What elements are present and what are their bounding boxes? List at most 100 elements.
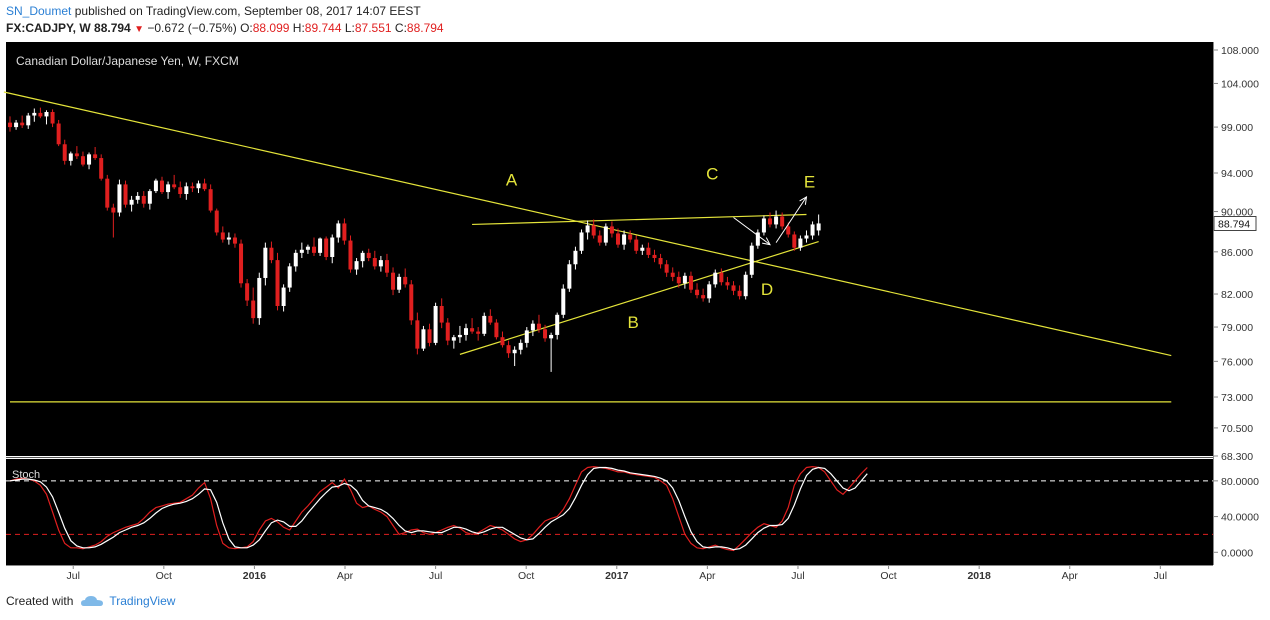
candles — [8, 107, 821, 372]
candle-body — [646, 247, 651, 255]
time-tick-label: 2016 — [243, 570, 267, 582]
candle-body — [391, 272, 396, 290]
candle-body — [567, 264, 572, 289]
tradingview-link[interactable]: TradingView — [109, 594, 176, 608]
candle-body — [184, 186, 189, 194]
price-tick-label: 108.000 — [1221, 45, 1259, 57]
candle-body — [445, 322, 450, 341]
candle-body — [427, 329, 432, 343]
candle-body — [761, 218, 766, 233]
chart-header: SN_Doumet published on TradingView.com, … — [6, 3, 444, 38]
candle-body — [160, 180, 164, 193]
candle-body — [26, 115, 31, 126]
price-axis[interactable]: 108.000 104.000 99.000 94.000 90.000 86.000 82… — [1213, 42, 1259, 565]
candle-body — [518, 342, 523, 350]
time-axis[interactable]: Jul Oct 2016 Apr Jul Oct 2017 Apr Jul Oct 2018 Apr J… — [6, 565, 1213, 582]
arrow-line[interactable] — [775, 196, 807, 243]
candle-body — [488, 315, 493, 323]
arrow-line[interactable] — [733, 217, 771, 246]
candle-body — [561, 288, 566, 315]
close-label: C: — [394, 21, 407, 35]
ohlc-line: FX:CADJPY, W 88.794 ▼ −0.672 (−0.75%) O:… — [6, 20, 444, 38]
candle-body — [731, 285, 736, 291]
candle-body — [597, 235, 602, 243]
candle-body — [318, 238, 323, 253]
candle-body — [123, 184, 128, 205]
candle-body — [695, 289, 700, 296]
candle-body — [530, 323, 535, 331]
candle-body — [609, 226, 614, 234]
wave-label: C — [706, 165, 718, 184]
candle-body — [707, 284, 712, 299]
candle-body — [14, 122, 19, 128]
candle-body — [275, 260, 280, 306]
candle-body — [451, 337, 456, 341]
candle-body — [725, 282, 730, 286]
candle-body — [585, 225, 590, 233]
candle-body — [111, 207, 116, 213]
candle-body — [202, 183, 207, 190]
author-link[interactable]: SN_Doumet — [6, 4, 72, 18]
price-tick-label: 82.000 — [1221, 289, 1253, 301]
chart-title: Canadian Dollar/Japanese Yen, W, FXCM — [16, 54, 239, 68]
candle-body — [792, 234, 797, 248]
candle-body — [141, 195, 146, 204]
time-tick-label: 2017 — [605, 570, 629, 582]
open-label: O: — [240, 21, 253, 35]
time-tick-label: Apr — [337, 570, 354, 582]
candle-body — [99, 158, 104, 179]
candle-body — [38, 112, 43, 117]
candle-body — [56, 123, 61, 145]
candle-body — [269, 247, 274, 261]
candle-body — [409, 284, 414, 321]
candle-body — [378, 260, 383, 267]
publish-line: SN_Doumet published on TradingView.com, … — [6, 3, 444, 20]
candle-body — [312, 246, 316, 253]
candle-body — [74, 153, 79, 157]
price-tick-label: 73.000 — [1221, 392, 1253, 404]
candle-body — [555, 314, 560, 335]
tradingview-cloud-icon — [81, 596, 104, 606]
trendline[interactable] — [472, 213, 807, 226]
candle-body — [330, 237, 335, 257]
stoch-pane-background — [6, 459, 1213, 565]
candle-body — [688, 275, 693, 290]
candle-body — [433, 305, 438, 343]
candle-body — [178, 187, 183, 194]
candle-body — [579, 232, 584, 251]
candle-body — [403, 276, 408, 285]
candle-body — [743, 274, 748, 297]
candle-body — [232, 237, 237, 244]
candle-body — [415, 320, 420, 349]
trendline[interactable] — [459, 241, 819, 355]
candle-body — [816, 223, 821, 231]
candle-body — [336, 223, 341, 238]
candle-body — [476, 331, 481, 334]
candle-body — [360, 252, 365, 262]
symbol-label: FX:CADJPY, W — [6, 21, 91, 35]
stoch-tick-label: 40.0000 — [1221, 512, 1259, 524]
candle-body — [768, 218, 772, 225]
candle-body — [634, 239, 639, 251]
candle-body — [342, 223, 347, 241]
time-tick-label: Jul — [67, 570, 80, 582]
trendlines — [3, 91, 1172, 403]
candle-body — [682, 275, 687, 284]
candle-body — [603, 226, 608, 243]
last-price-tag-label: 88.794 — [1218, 218, 1250, 230]
time-tick-label: 2018 — [967, 570, 991, 582]
wave-label: A — [506, 170, 518, 189]
candle-body — [44, 112, 49, 117]
stoch-d-line — [9, 466, 868, 551]
candle-body — [719, 272, 724, 283]
candle-body — [293, 252, 298, 267]
candle-body — [324, 238, 329, 257]
candle-body — [616, 233, 620, 245]
candle-body — [281, 287, 286, 306]
candle-body — [664, 264, 669, 273]
stoch-label: Stoch — [12, 469, 40, 481]
high-value: 89.744 — [304, 21, 342, 35]
close-value: 88.794 — [406, 21, 444, 35]
candle-body — [384, 260, 389, 273]
